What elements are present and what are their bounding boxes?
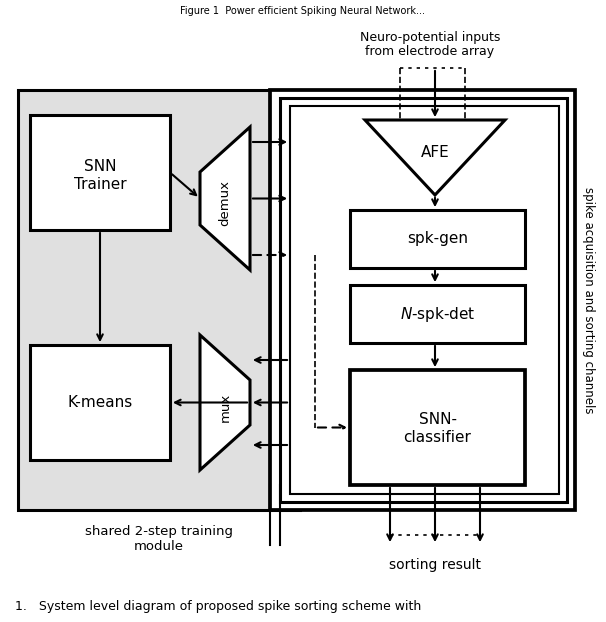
Text: from electrode array: from electrode array	[365, 45, 494, 58]
Text: classifier: classifier	[404, 430, 471, 445]
Bar	[350, 285, 525, 343]
Text: K-means: K-means	[67, 395, 133, 410]
Text: module: module	[134, 540, 184, 553]
Text: SNN: SNN	[84, 159, 116, 174]
Polygon shape	[200, 335, 250, 470]
Bar	[270, 90, 575, 510]
Text: sorting result: sorting result	[389, 558, 481, 572]
Bar	[290, 106, 559, 494]
Bar	[30, 115, 170, 230]
Text: AFE: AFE	[421, 145, 450, 160]
Text: demux: demux	[219, 180, 231, 226]
Bar	[18, 90, 300, 510]
Text: mux: mux	[219, 393, 231, 422]
Bar	[280, 98, 567, 502]
Text: Trainer: Trainer	[74, 177, 126, 192]
Text: shared 2-step training: shared 2-step training	[85, 525, 233, 538]
Bar	[30, 345, 170, 460]
Text: spk-gen: spk-gen	[407, 231, 468, 246]
Polygon shape	[200, 127, 250, 270]
Text: $\it{N}$-spk-det: $\it{N}$-spk-det	[400, 305, 475, 323]
Text: spike acquisition and sorting channels: spike acquisition and sorting channels	[582, 187, 594, 413]
Bar	[350, 370, 525, 485]
Text: 1.   System level diagram of proposed spike sorting scheme with: 1. System level diagram of proposed spik…	[15, 600, 421, 613]
Text: SNN-: SNN-	[419, 412, 456, 427]
Bar	[350, 210, 525, 268]
Polygon shape	[365, 120, 505, 195]
Text: Figure 1  Power efficient Spiking Neural Network...: Figure 1 Power efficient Spiking Neural …	[181, 6, 425, 16]
Text: Neuro-potential inputs: Neuro-potential inputs	[360, 32, 500, 45]
